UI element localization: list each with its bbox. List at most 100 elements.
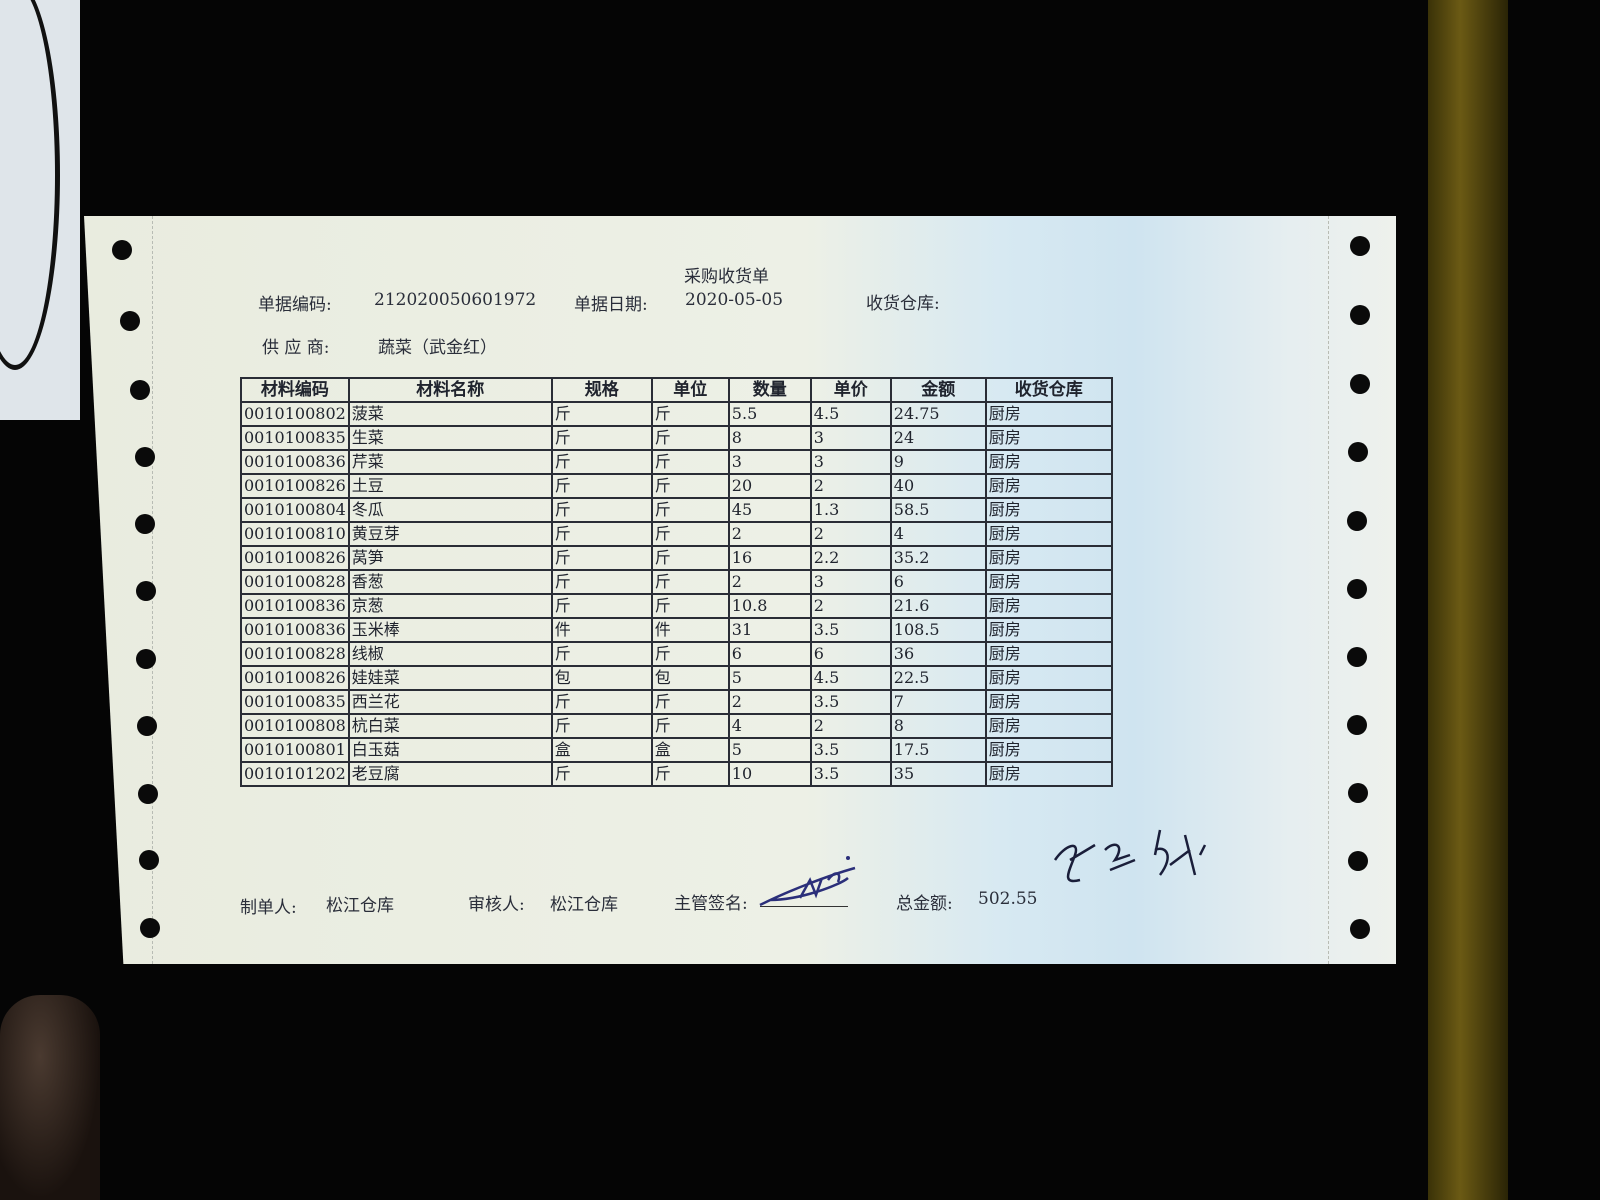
column-header: 单价 bbox=[809, 377, 892, 403]
warehouse-label: 收货仓库: bbox=[866, 294, 940, 314]
table-cell: 厨房 bbox=[984, 713, 1113, 739]
table-cell: 斤 bbox=[550, 689, 653, 715]
table-cell: 斤 bbox=[550, 401, 653, 427]
doc-date-label: 单据日期: bbox=[574, 295, 648, 315]
table-row: 0010100808 杭白菜斤斤 4 2 8 厨房 bbox=[240, 713, 1113, 739]
supplier: 蔬菜（武金红） bbox=[378, 338, 497, 358]
table-header-row: 材料编码 材料名称 规格 单位 数量 单价 金额 收货仓库 bbox=[240, 377, 1113, 403]
table-cell: 0010100801 bbox=[240, 737, 350, 763]
table-cell: 娃娃菜 bbox=[347, 665, 553, 691]
tractor-hole bbox=[1348, 851, 1368, 871]
table-cell: 2 bbox=[727, 569, 812, 595]
table-cell: 20 bbox=[727, 473, 812, 499]
table-cell: 0010100826 bbox=[240, 473, 350, 499]
table-cell: 黄豆芽 bbox=[347, 521, 553, 547]
table-cell: 2 bbox=[809, 593, 892, 619]
table-cell: 6 bbox=[889, 569, 987, 595]
table-cell: 17.5 bbox=[889, 737, 987, 763]
table-cell: 3 bbox=[809, 449, 892, 475]
table-cell: 斤 bbox=[650, 545, 730, 571]
table-cell: 0010100804 bbox=[240, 497, 350, 523]
table-cell: 厨房 bbox=[984, 761, 1113, 787]
table-cell: 斤 bbox=[550, 425, 653, 451]
table-row: 0010100836 京葱斤斤 10.8 2 21.6 厨房 bbox=[240, 593, 1113, 619]
table-cell: 0010100828 bbox=[240, 641, 350, 667]
column-header: 材料名称 bbox=[347, 377, 553, 403]
table-cell: 厨房 bbox=[984, 425, 1113, 451]
tractor-hole bbox=[140, 918, 160, 938]
table-cell: 白玉菇 bbox=[347, 737, 553, 763]
table-cell: 斤 bbox=[650, 449, 730, 475]
table-cell: 芹菜 bbox=[347, 449, 553, 475]
maker: 松江仓库 bbox=[326, 896, 394, 916]
table-cell: 108.5 bbox=[889, 617, 987, 643]
tractor-hole bbox=[120, 311, 140, 331]
table-cell: 2 bbox=[727, 689, 812, 715]
table-cell: 0010100835 bbox=[240, 689, 350, 715]
table-cell: 0010100826 bbox=[240, 545, 350, 571]
table-cell: 0010100802 bbox=[240, 401, 350, 427]
table-cell: 斤 bbox=[650, 713, 730, 739]
total-label: 总金额: bbox=[896, 894, 953, 914]
table-cell: 件 bbox=[550, 617, 653, 643]
table-cell: 斤 bbox=[650, 689, 730, 715]
table-cell: 2 bbox=[727, 521, 812, 547]
tractor-hole bbox=[1347, 647, 1367, 667]
table-cell: 斤 bbox=[550, 713, 653, 739]
table-cell: 斤 bbox=[650, 401, 730, 427]
tractor-hole bbox=[136, 581, 156, 601]
column-header: 规格 bbox=[550, 377, 653, 403]
table-cell: 厨房 bbox=[984, 689, 1113, 715]
table-cell: 西兰花 bbox=[347, 689, 553, 715]
table-cell: 香葱 bbox=[347, 569, 553, 595]
tractor-hole bbox=[135, 447, 155, 467]
tractor-hole bbox=[1347, 579, 1367, 599]
table-cell: 0010101202 bbox=[240, 761, 350, 787]
table-cell: 斤 bbox=[550, 497, 653, 523]
document-title: 采购收货单 bbox=[684, 267, 769, 287]
table-cell: 厨房 bbox=[984, 497, 1113, 523]
table-cell: 盒 bbox=[650, 737, 730, 763]
table-cell: 3.5 bbox=[809, 761, 892, 787]
table-cell: 件 bbox=[650, 617, 730, 643]
table-cell: 斤 bbox=[550, 449, 653, 475]
table-cell: 厨房 bbox=[984, 665, 1113, 691]
tractor-hole bbox=[1350, 374, 1370, 394]
column-header: 单位 bbox=[650, 377, 730, 403]
table-cell: 线椒 bbox=[347, 641, 553, 667]
table-cell: 6 bbox=[727, 641, 812, 667]
table-cell: 9 bbox=[889, 449, 987, 475]
total-amount: 502.55 bbox=[978, 889, 1038, 909]
table-cell: 4.5 bbox=[809, 665, 892, 691]
table-cell: 58.5 bbox=[889, 497, 987, 523]
table-cell: 厨房 bbox=[984, 617, 1113, 643]
table-cell: 0010100826 bbox=[240, 665, 350, 691]
table-cell: 2 bbox=[809, 713, 892, 739]
doc-no-label: 单据编码: bbox=[258, 295, 332, 315]
table-cell: 36 bbox=[889, 641, 987, 667]
table-cell: 厨房 bbox=[984, 521, 1113, 547]
table-cell: 1.3 bbox=[809, 497, 892, 523]
table-row: 0010100836 玉米棒件件 31 3.5 108.5 厨房 bbox=[240, 617, 1113, 643]
table-cell: 4 bbox=[727, 713, 812, 739]
table-cell: 16 bbox=[727, 545, 812, 571]
table-cell: 斤 bbox=[550, 641, 653, 667]
table-cell: 冬瓜 bbox=[347, 497, 553, 523]
reviewer: 松江仓库 bbox=[550, 895, 618, 915]
table-cell: 8 bbox=[727, 425, 812, 451]
table-cell: 斤 bbox=[550, 521, 653, 547]
table-cell: 40 bbox=[889, 473, 987, 499]
table-cell: 厨房 bbox=[984, 449, 1113, 475]
tractor-hole bbox=[130, 380, 150, 400]
tractor-hole bbox=[138, 784, 158, 804]
table-cell: 5 bbox=[727, 665, 812, 691]
table-cell: 0010100810 bbox=[240, 521, 350, 547]
background-finger bbox=[0, 995, 100, 1200]
table-cell: 斤 bbox=[650, 569, 730, 595]
table-cell: 0010100835 bbox=[240, 425, 350, 451]
tractor-hole bbox=[1348, 783, 1368, 803]
handwritten-signature bbox=[1053, 829, 1207, 883]
table-cell: 10.8 bbox=[727, 593, 812, 619]
table-row: 0010100836 芹菜斤斤 3 3 9 厨房 bbox=[240, 449, 1113, 475]
table-row: 0010100826 娃娃菜包包 5 4.5 22.5 厨房 bbox=[240, 665, 1113, 691]
